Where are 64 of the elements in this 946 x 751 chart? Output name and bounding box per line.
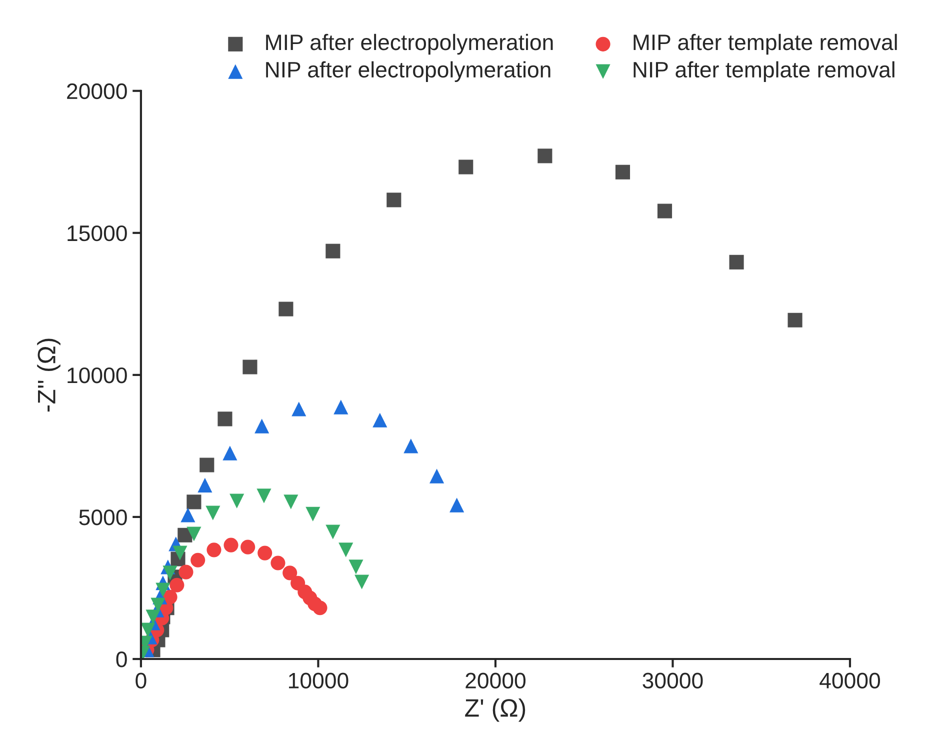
x-tick-label: 30000 <box>642 672 703 689</box>
point <box>240 540 256 554</box>
y-tick-label: 15000 <box>68 225 127 242</box>
point <box>348 560 364 574</box>
point <box>729 254 744 270</box>
x-axis-title: Z' (Ω) <box>465 698 526 722</box>
point <box>278 302 294 316</box>
point <box>538 148 552 164</box>
x-tick-label: 10000 <box>289 672 348 689</box>
point <box>306 506 320 522</box>
point <box>256 488 272 504</box>
point <box>206 542 222 558</box>
point <box>178 564 194 580</box>
point <box>292 402 306 416</box>
y-tick-label: 20000 <box>67 83 127 100</box>
point <box>282 566 298 580</box>
point <box>458 160 474 174</box>
x-tick-label: 0 <box>136 672 146 689</box>
legend-label: NIP after electropolymeration <box>266 61 550 82</box>
legend-label: MIP after template removal <box>634 34 897 55</box>
point <box>224 538 238 552</box>
x-tick-label: 20000 <box>466 672 526 689</box>
point <box>788 312 802 328</box>
legend-label: NIP after template removal <box>634 61 894 82</box>
point <box>156 582 170 598</box>
point <box>430 468 444 484</box>
point <box>404 438 418 454</box>
point <box>326 244 340 258</box>
point <box>270 556 286 570</box>
point <box>338 542 354 558</box>
legend-label: MIP after electropolymeration <box>266 34 553 55</box>
point <box>200 458 214 472</box>
point <box>190 552 206 568</box>
y-tick-label: 10000 <box>68 367 127 384</box>
point <box>284 494 298 510</box>
point <box>326 524 340 540</box>
point <box>386 192 402 208</box>
point <box>186 494 202 510</box>
point <box>242 360 258 374</box>
point <box>258 546 272 560</box>
point <box>354 574 370 590</box>
point <box>198 478 212 492</box>
point <box>140 622 156 638</box>
point <box>222 446 238 460</box>
y-tick-label: 5000 <box>79 510 127 526</box>
point <box>162 566 178 580</box>
point <box>334 400 348 414</box>
point <box>206 506 220 520</box>
x-tick-label: 40000 <box>820 672 880 689</box>
point <box>450 498 464 512</box>
point <box>312 600 328 616</box>
point <box>615 164 630 180</box>
point <box>172 546 188 560</box>
point <box>254 418 270 434</box>
point <box>230 494 244 508</box>
point <box>372 412 388 428</box>
point <box>180 508 196 522</box>
y-tick-label: 0 <box>116 652 127 668</box>
point <box>146 610 160 624</box>
point <box>218 412 232 426</box>
y-axis-title: -Z'' (Ω) <box>37 338 60 412</box>
point <box>186 526 202 542</box>
point <box>657 204 672 218</box>
point <box>170 578 184 592</box>
